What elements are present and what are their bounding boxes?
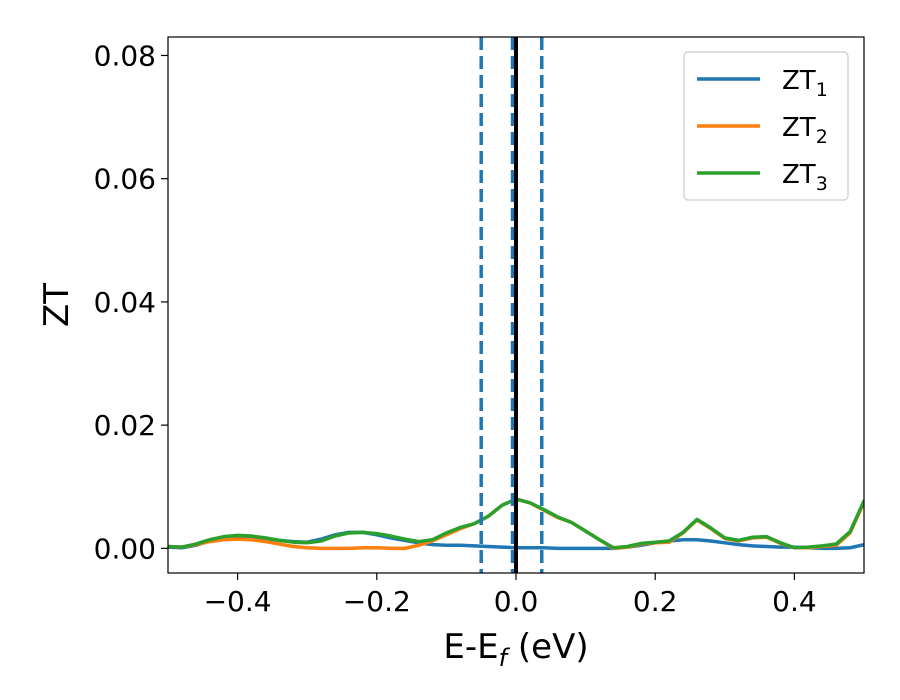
x-tick-label: −0.4 — [204, 585, 272, 618]
y-tick-label: 0.08 — [94, 39, 156, 72]
y-axis-label: ZT — [37, 283, 77, 327]
legend-label: ZT2 — [782, 113, 828, 148]
y-tick-label: 0.04 — [94, 286, 156, 319]
legend-label: ZT3 — [782, 160, 828, 195]
legend-box — [683, 51, 849, 201]
legend-label: ZT1 — [782, 66, 828, 101]
y-tick-label: 0.06 — [94, 163, 156, 196]
x-axis-label: E-Ef (eV) — [443, 627, 588, 672]
y-tick-label: 0.02 — [94, 409, 156, 442]
x-tick-label: −0.2 — [343, 585, 411, 618]
reference-lines — [479, 37, 544, 573]
x-tick-label: 0.4 — [772, 585, 817, 618]
x-tick-label: 0.0 — [494, 585, 539, 618]
legend: ZT1 ZT2 ZT3 — [683, 51, 849, 201]
y-tick-label: 0.00 — [94, 532, 156, 565]
x-tick-label: 0.2 — [633, 585, 678, 618]
